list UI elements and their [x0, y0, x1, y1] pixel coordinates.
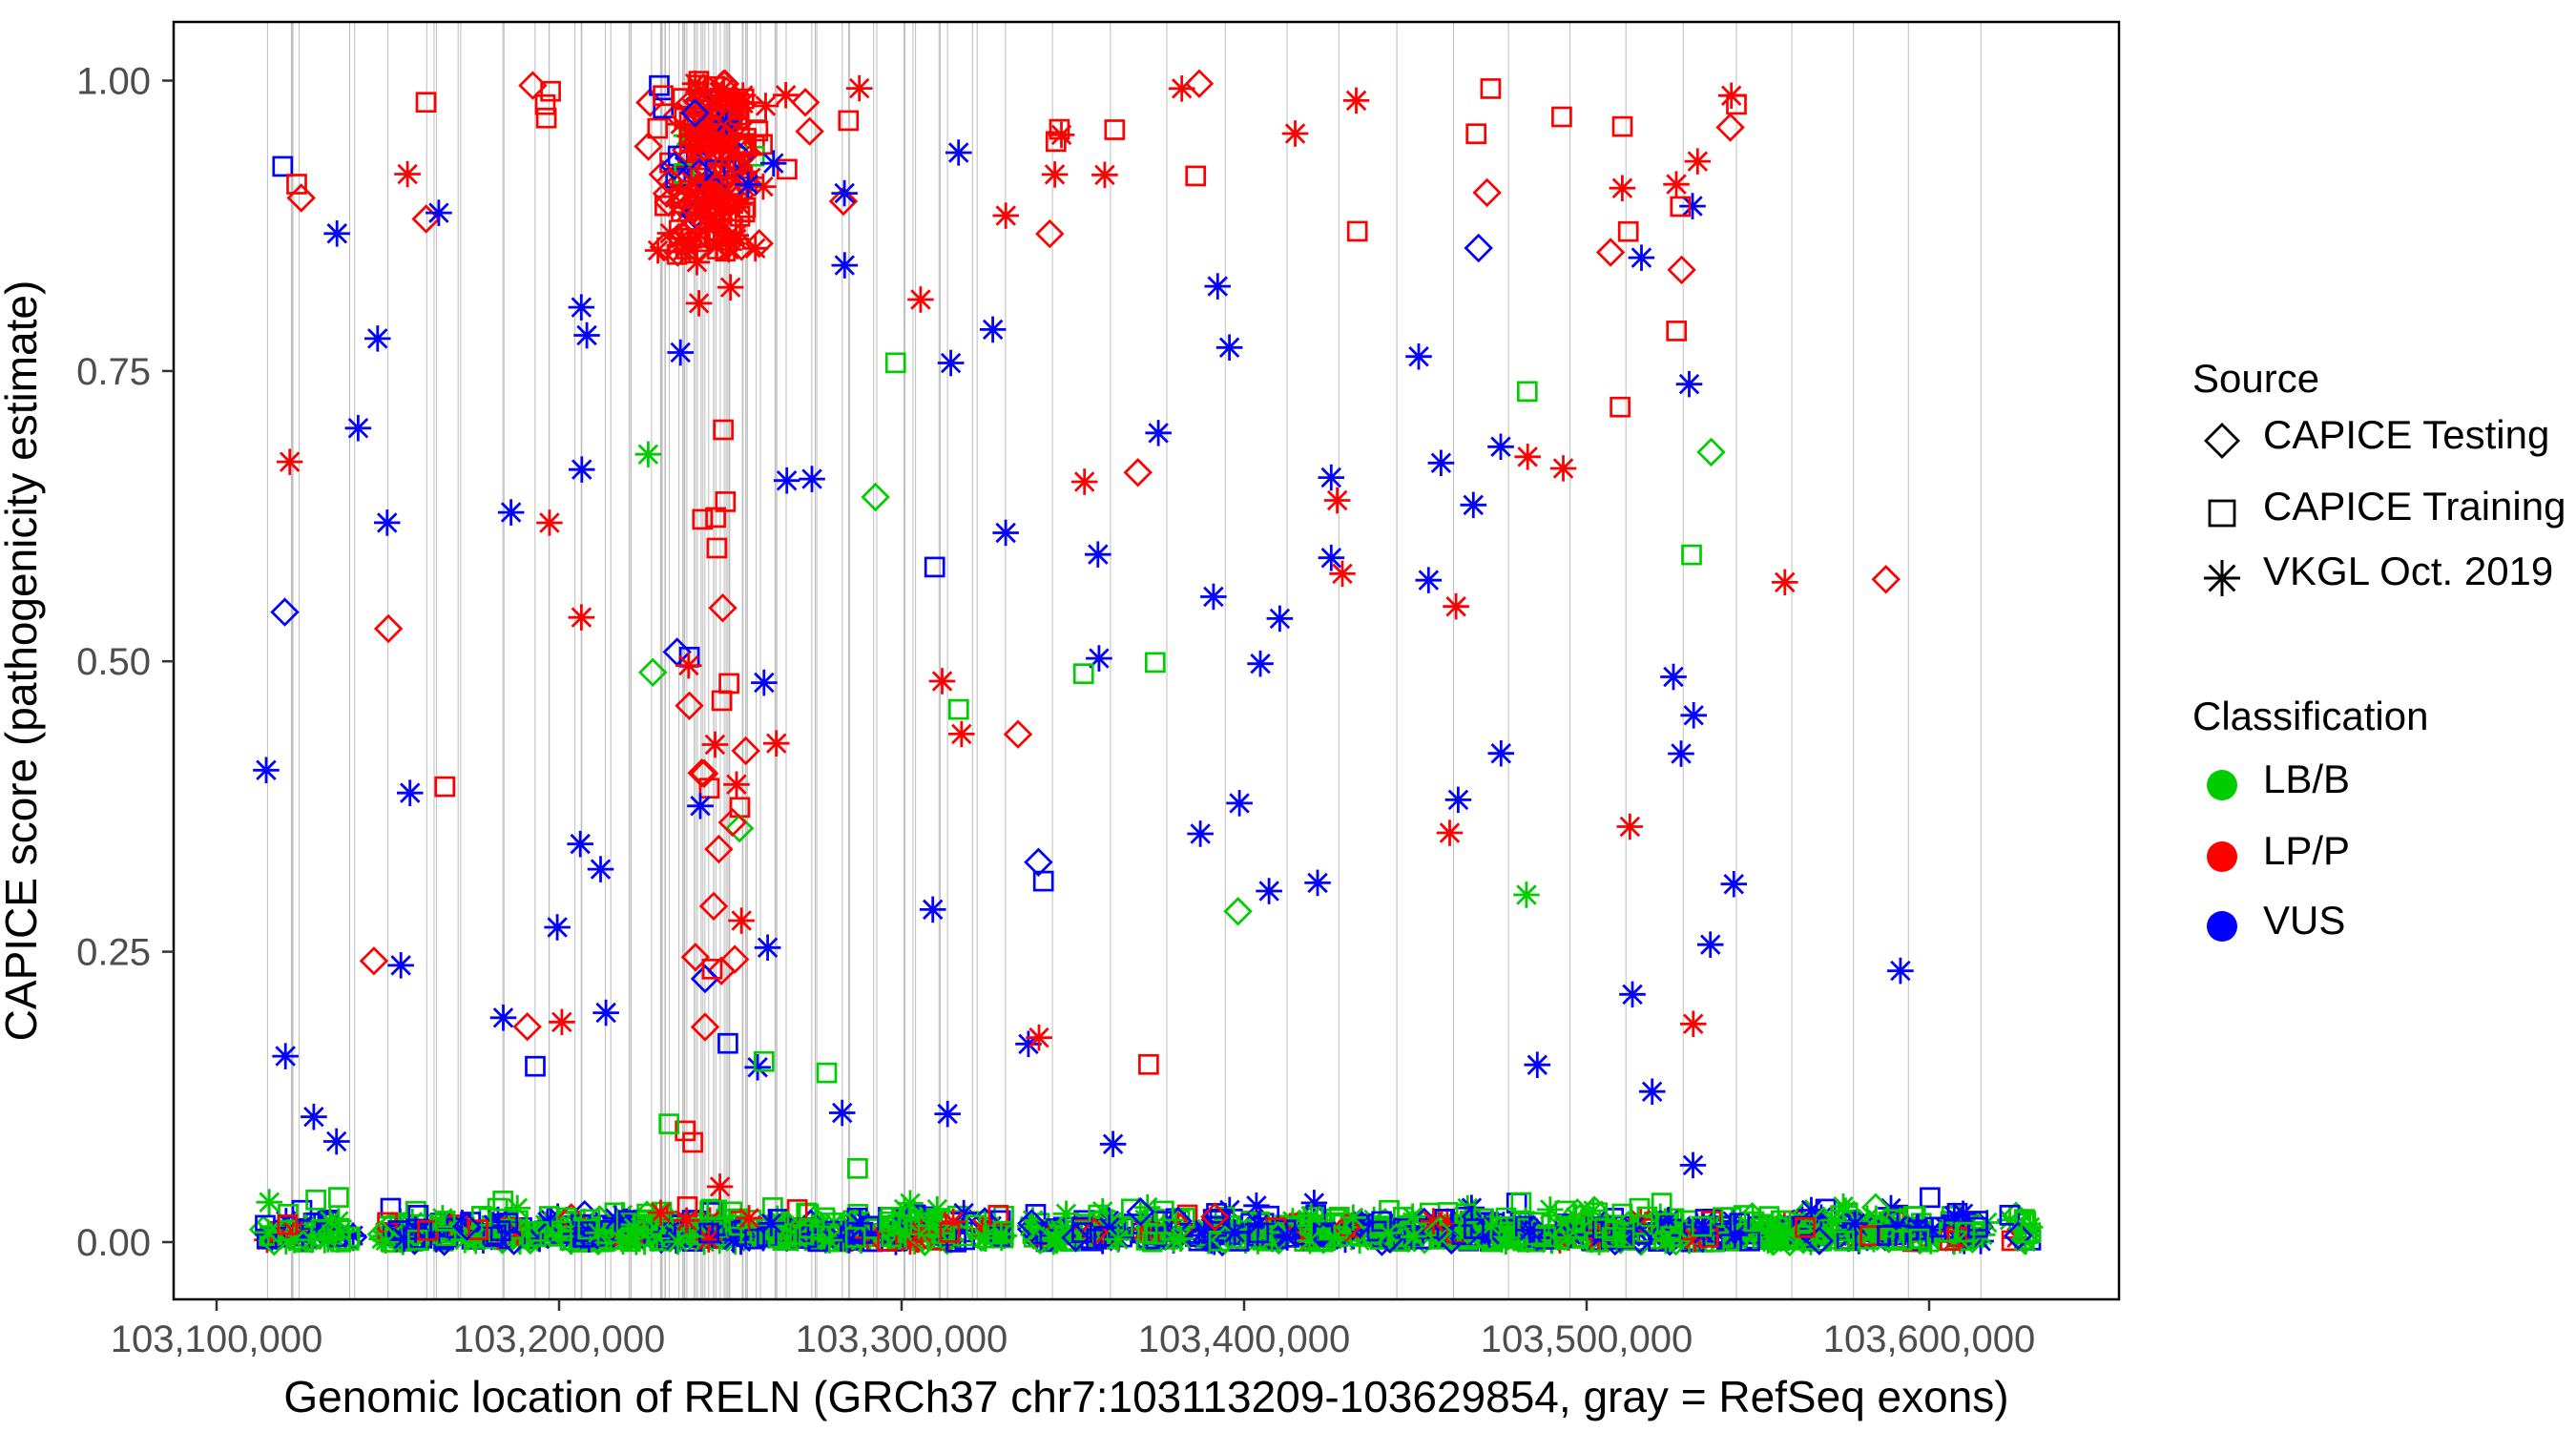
- svg-text:0.75: 0.75: [76, 351, 151, 393]
- svg-text:VUS: VUS: [2263, 898, 2345, 943]
- svg-text:VKGL Oct. 2019: VKGL Oct. 2019: [2263, 549, 2553, 593]
- svg-text:103,100,000: 103,100,000: [111, 1318, 322, 1360]
- svg-text:LB/B: LB/B: [2263, 757, 2350, 801]
- svg-text:1.00: 1.00: [76, 61, 151, 103]
- svg-text:103,200,000: 103,200,000: [453, 1318, 665, 1360]
- svg-text:0.50: 0.50: [76, 641, 151, 683]
- svg-text:CAPICE Testing: CAPICE Testing: [2263, 412, 2549, 457]
- svg-text:CAPICE score (pathogenicity es: CAPICE score (pathogenicity estimate): [0, 280, 46, 1042]
- svg-text:0.25: 0.25: [76, 932, 151, 974]
- svg-text:Source: Source: [2192, 356, 2319, 401]
- svg-text:Genomic location of RELN (GRCh: Genomic location of RELN (GRCh37 chr7:10…: [283, 1372, 2008, 1421]
- svg-text:103,300,000: 103,300,000: [796, 1318, 1008, 1360]
- svg-text:103,400,000: 103,400,000: [1138, 1318, 1350, 1360]
- svg-text:CAPICE Training: CAPICE Training: [2263, 484, 2566, 529]
- svg-text:Classification: Classification: [2192, 694, 2428, 738]
- svg-text:0.00: 0.00: [76, 1222, 151, 1264]
- svg-text:LP/P: LP/P: [2263, 828, 2350, 873]
- svg-text:103,600,000: 103,600,000: [1823, 1318, 2035, 1360]
- svg-text:103,500,000: 103,500,000: [1481, 1318, 1693, 1360]
